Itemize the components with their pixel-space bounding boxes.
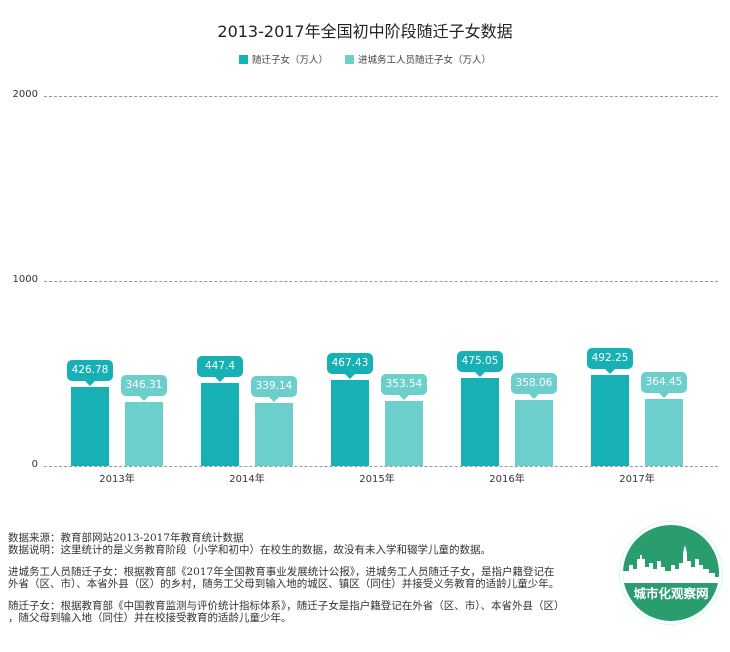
- bar-migrant[interactable]: [515, 400, 553, 466]
- chart-title: 2013-2017年全国初中阶段随迁子女数据: [217, 22, 513, 41]
- value-label: 492.25: [587, 348, 633, 374]
- bar-accompanying[interactable]: [331, 380, 369, 466]
- value-label: 353.54: [381, 374, 427, 400]
- definition-migrant-children-cont: 外省（区、市）、本省外县（区）的乡村，随务工父母到输入地的城区、镇区（同住）并接…: [8, 578, 560, 590]
- legend-swatch-dark: [238, 55, 248, 64]
- bar-migrant[interactable]: [125, 402, 163, 466]
- bar-migrant[interactable]: [645, 399, 683, 466]
- value-label: 339.14: [251, 376, 297, 402]
- x-tick-label: 2014年: [229, 474, 265, 485]
- bar-accompanying[interactable]: [461, 378, 499, 466]
- footnotes: 数据来源：教育部网站2013-2017年教育统计数据 数据说明：这里统计的是义务…: [8, 532, 618, 624]
- definition-migrant-children: 进城务工人员随迁子女：根据教育部《2017年全国教育事业发展统计公报》，进城务工…: [8, 566, 555, 578]
- x-tick-label: 2015年: [359, 474, 395, 485]
- bar-accompanying[interactable]: [71, 387, 109, 466]
- value-label: 426.78: [67, 360, 113, 386]
- y-tick-1000: 1000: [12, 274, 38, 285]
- value-label: 467.43: [327, 353, 373, 379]
- definition-accompanying-children: 随迁子女：根据教育部《中国教育监测与评价统计指标体系》，随迁子女是指户籍登记在外…: [8, 600, 565, 612]
- x-tick-label: 2013年: [99, 474, 135, 485]
- legend-label: 随迁子女（万人）: [251, 55, 328, 66]
- city-skyline-icon: [623, 545, 719, 583]
- logo: 城市化观察网: [620, 522, 722, 624]
- gridline-2000: [44, 96, 718, 97]
- legend-item-migrant[interactable]: 进城务工人员随迁子女（万人）: [345, 52, 491, 66]
- bar-migrant[interactable]: [255, 403, 293, 466]
- data-explanation: 数据说明：这里统计的是义务教育阶段（小学和初中）在校生的数据，故没有未入学和辍学…: [8, 544, 491, 556]
- value-label: 358.06: [511, 373, 557, 399]
- legend-label: 进城务工人员随迁子女（万人）: [358, 55, 492, 66]
- y-tick-2000: 2000: [12, 89, 38, 100]
- x-tick-label: 2016年: [489, 474, 525, 485]
- legend: 随迁子女（万人） 进城务工人员随迁子女（万人）: [0, 52, 730, 66]
- baseline-0: [44, 466, 718, 467]
- data-source: 数据来源：教育部网站2013-2017年教育统计数据: [8, 532, 244, 544]
- definition-accompanying-children-cont: ，随父母到输入地（同住）并在校接受教育的适龄儿童少年。: [8, 612, 292, 624]
- logo-text: 城市化观察网: [633, 586, 709, 601]
- x-tick-label: 2017年: [619, 474, 655, 485]
- value-label: 364.45: [641, 372, 687, 398]
- value-label: 346.31: [121, 375, 167, 401]
- bar-accompanying[interactable]: [201, 383, 239, 466]
- y-tick-0: 0: [31, 459, 38, 470]
- bar-accompanying[interactable]: [591, 375, 629, 466]
- value-label: 475.05: [457, 351, 503, 377]
- gridline-1000: [44, 281, 718, 282]
- legend-swatch-light: [345, 55, 355, 64]
- legend-item-accompanying[interactable]: 随迁子女（万人）: [238, 52, 328, 66]
- bar-migrant[interactable]: [385, 401, 423, 466]
- value-label: 447.4: [197, 356, 243, 382]
